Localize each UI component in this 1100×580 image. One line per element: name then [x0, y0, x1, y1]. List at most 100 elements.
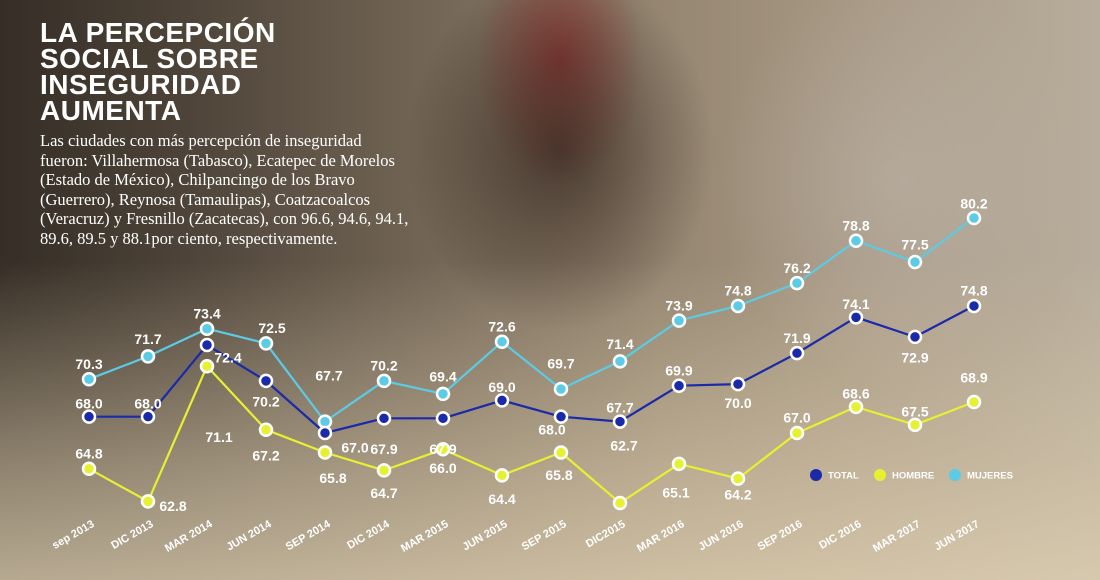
data-point-total	[966, 298, 982, 314]
series-line-total	[89, 304, 975, 435]
x-tick-label: DIC2015	[584, 518, 628, 550]
x-tick-label: sep 2013	[50, 518, 96, 552]
data-point-total	[907, 329, 923, 345]
data-point-total	[730, 376, 746, 392]
data-point-total	[81, 409, 97, 424]
data-point-hombre	[671, 456, 687, 472]
data-point-total	[553, 409, 569, 424]
data-point-mujeres	[140, 349, 156, 364]
data-label-mujeres: 78.8	[842, 218, 869, 234]
data-label-hombre: 65.1	[662, 485, 689, 501]
data-label-total: 72.4	[214, 350, 241, 366]
legend-label-hombre: HOMBRE	[892, 471, 934, 482]
data-point-mujeres	[199, 321, 215, 336]
data-label-mujeres: 72.6	[488, 318, 515, 334]
data-label-hombre: 62.7	[610, 438, 637, 454]
data-label-mujeres: 69.4	[429, 369, 456, 385]
data-point-hombre	[494, 468, 510, 483]
data-point-total	[258, 373, 274, 389]
data-label-mujeres: 76.2	[783, 260, 810, 276]
page-title: LA PERCEPCIÓN SOCIAL SOBRE INSEGURIDAD A…	[40, 17, 276, 126]
data-label-mujeres: 71.7	[134, 331, 161, 347]
data-label-total: 74.1	[842, 296, 869, 312]
x-tick-label: SEP 2015	[520, 518, 569, 553]
data-point-mujeres	[435, 386, 451, 402]
data-label-hombre: 66.0	[429, 460, 456, 476]
x-tick-label: DIC 2014	[345, 518, 392, 552]
data-point-total	[376, 411, 392, 426]
data-point-hombre	[376, 463, 392, 478]
data-label-hombre: 67.2	[252, 447, 279, 463]
data-label-hombre: 64.2	[724, 486, 751, 502]
x-tick-label: JUN 2014	[225, 518, 275, 554]
data-point-hombre	[140, 494, 156, 509]
data-point-hombre	[848, 399, 864, 415]
data-label-total: 71.9	[783, 330, 810, 346]
data-point-hombre	[553, 445, 569, 460]
data-label-mujeres: 71.4	[606, 336, 633, 352]
data-point-hombre	[907, 417, 923, 433]
data-point-total	[199, 337, 215, 353]
data-label-total: 72.9	[901, 350, 928, 366]
x-tick-label: DIC 2016	[817, 518, 863, 552]
data-point-mujeres	[848, 233, 864, 249]
data-label-hombre: 64.8	[75, 446, 102, 462]
data-point-mujeres	[730, 298, 746, 314]
x-tick-label: MAR 2017	[871, 518, 923, 555]
data-label-total: 70.2	[252, 394, 279, 410]
data-label-hombre: 68.9	[960, 370, 987, 386]
data-point-mujeres	[612, 354, 628, 369]
data-point-mujeres	[553, 381, 569, 397]
data-point-hombre	[966, 394, 982, 410]
data-label-mujeres: 80.2	[960, 196, 987, 212]
data-label-mujeres: 72.5	[258, 320, 285, 336]
data-point-mujeres	[671, 313, 687, 328]
data-label-total: 70.0	[724, 395, 751, 411]
data-label-total: 69.0	[488, 379, 515, 395]
data-label-mujeres: 74.8	[724, 283, 751, 299]
data-point-hombre	[258, 422, 274, 437]
data-point-hombre	[199, 358, 215, 374]
data-label-hombre: 65.8	[545, 467, 572, 483]
intro-paragraph: Las ciudades con más percepción de inseg…	[40, 131, 409, 248]
data-label-mujeres: 69.7	[547, 356, 574, 372]
data-point-total	[317, 425, 333, 441]
x-tick-label: JUN 2015	[461, 518, 510, 553]
data-label-mujeres: 73.9	[665, 297, 692, 313]
data-label-total: 67.7	[606, 399, 633, 415]
x-tick-label: MAR 2016	[635, 518, 687, 555]
data-point-mujeres	[494, 334, 510, 350]
data-point-mujeres	[376, 373, 392, 389]
x-tick-label: SEP 2016	[756, 518, 805, 553]
data-label-total: 67.0	[341, 440, 368, 456]
data-label-total: 68.0	[75, 395, 102, 411]
data-label-total: 68.0	[538, 421, 565, 437]
data-label-total: 68.0	[134, 395, 161, 411]
data-point-mujeres	[907, 254, 923, 270]
data-label-mujeres: 67.7	[315, 367, 342, 383]
data-label-total: 74.8	[960, 283, 987, 299]
data-point-total	[494, 393, 510, 408]
data-point-total	[848, 310, 864, 325]
data-point-mujeres	[81, 371, 97, 387]
legend-label-mujeres: MUJERES	[967, 471, 1013, 482]
data-point-total	[671, 378, 687, 393]
x-tick-label: MAR 2015	[399, 518, 451, 555]
legend-marker-total	[810, 469, 822, 481]
data-point-total	[612, 414, 628, 429]
data-label-hombre: 67.5	[901, 404, 928, 420]
x-tick-label: MAR 2014	[163, 518, 215, 555]
data-label-total: 69.9	[665, 362, 692, 378]
data-label-mujeres: 70.2	[370, 358, 397, 374]
data-point-hombre	[789, 425, 805, 441]
data-point-total	[140, 409, 156, 424]
x-tick-label: DIC 2013	[109, 518, 155, 552]
data-point-hombre	[317, 445, 333, 460]
data-point-total	[435, 411, 451, 426]
legend-marker-hombre	[874, 469, 886, 481]
data-label-total: 67.9	[370, 441, 397, 457]
data-point-total	[789, 345, 805, 361]
data-point-hombre	[730, 471, 746, 486]
data-point-hombre	[81, 461, 97, 477]
